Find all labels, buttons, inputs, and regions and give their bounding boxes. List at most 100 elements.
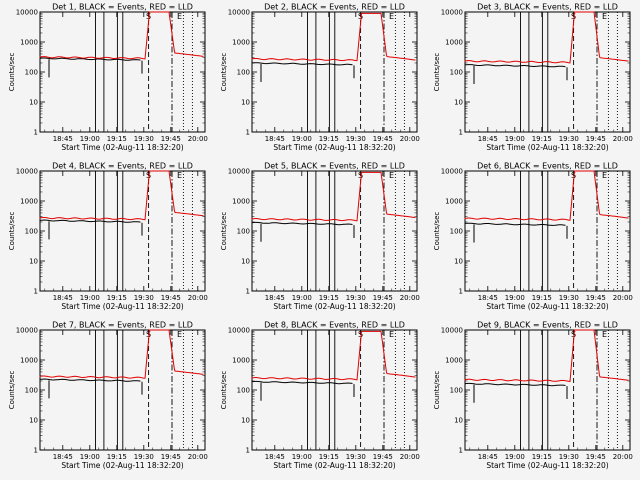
x-axis-label: Start Time (02-Aug-11 18:32:20) [486,461,608,470]
x-tick-label: 19:30 [559,453,579,461]
y-tick-label: 1 [246,129,250,137]
x-tick-label: 19:45 [586,135,606,143]
lld-series [464,11,629,64]
lld-series [251,12,416,62]
end-marker: E [389,12,394,21]
panel-title: Det 4, BLACK = Events, RED = LLD [52,162,193,171]
panel-title: Det 5, BLACK = Events, RED = LLD [264,162,405,171]
x-tick-label: 19:45 [161,135,181,143]
y-tick-label: 10000 [228,168,250,176]
panel-4: Det 4, BLACK = Events, RED = LLD 1 10 100 10… [8,162,208,312]
x-tick-label: 20:00 [400,453,420,461]
x-tick-label: 19:00 [292,294,312,302]
events-series [251,380,353,385]
y-tick-label: 10 [241,258,250,266]
y-tick-label: 10 [454,258,463,266]
events-series [39,57,141,61]
y-tick-label: 100 [237,387,250,395]
y-axis-label: Counts/sec [220,53,228,92]
y-tick-label: 1000 [445,357,463,365]
start-marker: S [571,12,576,21]
y-tick-label: 1 [34,288,38,296]
x-tick-label: 19:15 [319,453,339,461]
y-tick-label: 10000 [441,327,463,335]
y-axis-label: Counts/sec [433,53,441,92]
y-tick-label: 10 [241,417,250,425]
end-marker: E [389,330,394,339]
lld-series [39,170,204,221]
y-tick-label: 1 [459,447,463,455]
panel-7: Det 7, BLACK = Events, RED = LLD 1 10 100 10… [8,321,208,471]
x-axis-label: Start Time (02-Aug-11 18:32:20) [273,143,395,152]
y-tick-label: 10000 [441,168,463,176]
lld-series [39,329,204,379]
y-tick-label: 1 [34,129,38,137]
x-tick-label: 19:30 [346,294,366,302]
x-tick-label: 19:45 [373,453,393,461]
y-tick-label: 1000 [232,198,250,206]
y-axis-label: Counts/sec [433,212,441,251]
y-tick-label: 1000 [20,357,38,365]
x-axis-label: Start Time (02-Aug-11 18:32:20) [273,302,395,311]
y-axis-label: Counts/sec [8,371,16,410]
x-tick-label: 19:00 [80,294,100,302]
events-series [39,378,141,382]
y-tick-label: 100 [450,69,463,77]
panel-1: Det 1, BLACK = Events, RED = LLD 1 10 100 10… [8,3,208,153]
events-series [464,222,566,226]
x-tick-label: 19:30 [346,453,366,461]
lld-series [464,170,629,221]
x-tick-label: 19:00 [505,453,525,461]
end-marker: E [602,171,607,180]
y-tick-label: 100 [25,69,38,77]
y-tick-label: 10000 [16,168,38,176]
x-tick-label: 19:00 [80,135,100,143]
x-tick-label: 19:45 [586,294,606,302]
x-axis-label: Start Time (02-Aug-11 18:32:20) [61,461,183,470]
panel-title: Det 8, BLACK = Events, RED = LLD [264,321,405,330]
y-tick-label: 10000 [16,327,38,335]
y-tick-label: 10 [454,99,463,107]
y-tick-label: 10000 [441,9,463,17]
lld-series [251,330,416,381]
x-tick-label: 19:15 [532,294,552,302]
x-axis-label: Start Time (02-Aug-11 18:32:20) [273,461,395,470]
end-marker: E [602,330,607,339]
lld-series [39,11,204,60]
x-tick-label: 20:00 [188,135,208,143]
y-tick-label: 10000 [16,9,38,17]
start-marker: S [358,12,363,21]
x-tick-label: 20:00 [613,135,633,143]
panel-5: Det 5, BLACK = Events, RED = LLD 1 10 100 10… [220,162,420,312]
y-tick-label: 100 [25,387,38,395]
x-tick-label: 19:30 [559,294,579,302]
panel-8: Det 8, BLACK = Events, RED = LLD 1 10 100 10… [220,321,420,471]
panel-title: Det 3, BLACK = Events, RED = LLD [477,3,618,12]
x-tick-label: 18:45 [53,135,73,143]
x-tick-label: 20:00 [400,135,420,143]
y-axis-label: Counts/sec [220,371,228,410]
x-tick-label: 19:15 [107,453,127,461]
x-axis-label: Start Time (02-Aug-11 18:32:20) [486,302,608,311]
x-tick-label: 19:30 [559,135,579,143]
x-axis-label: Start Time (02-Aug-11 18:32:20) [486,143,608,152]
x-tick-label: 19:00 [80,453,100,461]
y-tick-label: 10000 [228,327,250,335]
y-tick-label: 1000 [20,39,38,47]
x-tick-label: 19:30 [134,453,154,461]
x-tick-label: 18:45 [265,135,285,143]
x-tick-label: 20:00 [400,294,420,302]
x-tick-label: 18:45 [265,453,285,461]
x-tick-label: 18:45 [53,294,73,302]
events-series [464,64,566,68]
start-marker: S [358,171,363,180]
y-tick-label: 1000 [20,198,38,206]
y-tick-label: 1 [246,288,250,296]
x-tick-label: 18:45 [478,135,498,143]
x-tick-label: 18:45 [478,453,498,461]
x-tick-label: 19:15 [107,135,127,143]
x-tick-label: 20:00 [613,294,633,302]
x-tick-label: 20:00 [188,453,208,461]
lld-series [464,329,629,383]
